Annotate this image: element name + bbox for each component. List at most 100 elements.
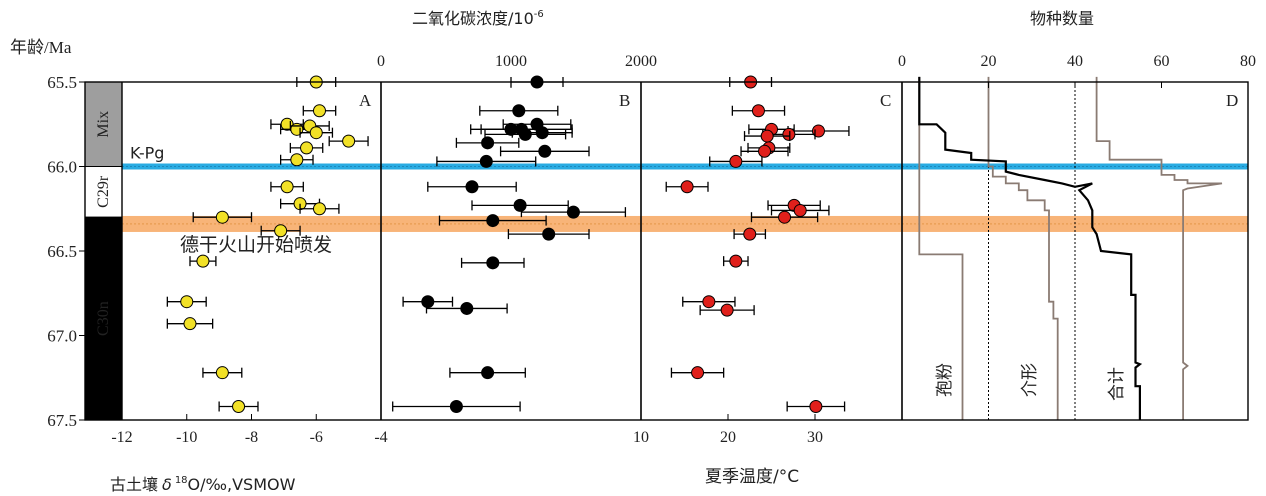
data-point-c-2 [787, 124, 850, 138]
magnetostratigraphy-column: Mix C29r C30n [84, 81, 123, 421]
marker [566, 205, 580, 219]
panel-b-xlabel-main: 二氧化碳浓度/10 [412, 9, 534, 28]
series-label-1: 介形 [1020, 363, 1040, 397]
series-label-2: 合计 [1107, 367, 1127, 401]
data-point-a-12 [192, 210, 253, 224]
marker [702, 295, 716, 309]
data-point-b-11 [471, 198, 569, 212]
marker [215, 366, 229, 380]
series-line-0 [918, 76, 964, 420]
panel-d-xlabel: 物种数量 [1030, 9, 1094, 28]
data-point-c-16 [699, 303, 755, 317]
series-line-3 [1095, 76, 1223, 420]
strat-zone-0 [84, 81, 123, 167]
marker [793, 203, 807, 217]
strat-label-1: C29r [95, 175, 112, 208]
marker [486, 214, 500, 228]
panel-d-tick-label-2: 40 [1067, 53, 1083, 70]
panel-b-xlabel: 二氧化碳浓度/10-6 [412, 9, 544, 28]
data-point-a-13 [260, 224, 301, 238]
data-point-a-1 [302, 104, 337, 118]
strat-label-2: C30n [95, 301, 112, 336]
panel-d-tick-label-4: 80 [1240, 53, 1256, 70]
panel-c-tick-label-0: 10 [633, 429, 649, 446]
data-point-a-11 [299, 202, 340, 216]
marker [729, 154, 743, 168]
marker [290, 122, 304, 136]
marker [449, 399, 463, 413]
data-point-a-18 [218, 399, 259, 413]
panel-a: A [166, 75, 372, 413]
panel-a-tick-label-4: -4 [374, 429, 387, 446]
kpg-label: K-Pg [130, 144, 164, 163]
age-tick-label-1: 66.0 [47, 158, 77, 177]
data-point-c-13 [733, 227, 767, 241]
marker [512, 104, 526, 118]
panel-a-tick-label-2: -8 [245, 429, 258, 446]
panel-letter-b: B [619, 91, 630, 110]
age-tick-label-4: 67.5 [47, 411, 77, 430]
marker [196, 254, 210, 268]
marker [778, 210, 792, 224]
marker [460, 301, 474, 315]
data-point-c-8 [709, 154, 763, 168]
marker [479, 154, 493, 168]
marker [290, 153, 304, 167]
data-point-b-12 [520, 205, 627, 219]
data-panels: A B C D 孢粉 介形 合计 [166, 75, 1238, 420]
panel-d-tick-label-1: 20 [981, 53, 997, 70]
panel-a-xlabel-rest: O/‰,VSMOW [188, 475, 296, 494]
marker [215, 210, 229, 224]
panel-a-xlabel-main: 古土壤 [110, 475, 158, 494]
event-bands: K-Pg 德干火山开始喷发 [122, 144, 1248, 256]
data-point-a-9 [270, 180, 304, 194]
panel-a-xlabel: 古土壤 δ 18O/‰,VSMOW [110, 475, 296, 494]
panel-c-tick-label-2: 30 [807, 429, 823, 446]
panel-letter-d: D [1226, 91, 1238, 110]
panel-b-tick-label-1: 1000 [495, 53, 527, 70]
marker [274, 224, 288, 238]
data-point-c-14 [723, 254, 749, 268]
series-line-1 [987, 76, 1059, 420]
marker [180, 295, 194, 309]
data-point-c-10 [767, 198, 821, 212]
data-point-a-15 [166, 295, 207, 309]
kpg-band [122, 163, 1248, 170]
data-point-c-18 [786, 399, 846, 413]
marker [751, 104, 765, 118]
data-point-b-7 [455, 136, 520, 150]
marker [680, 180, 694, 194]
volcanism-band [122, 215, 1248, 232]
series-label-0: 孢粉 [935, 363, 955, 397]
data-point-b-1 [479, 104, 559, 118]
panel-d-tick-label-0: 0 [898, 53, 906, 70]
age-axis-label: 年龄/Ma [10, 38, 72, 57]
data-point-c-11 [770, 203, 830, 217]
marker [720, 303, 734, 317]
volcanism-label: 德干火山开始喷发 [180, 234, 332, 256]
marker [481, 366, 495, 380]
panel-c-xlabel: 夏季温度/°C [705, 467, 799, 487]
data-point-b-16 [402, 295, 454, 309]
panel-a-tick-label-3: -6 [310, 429, 323, 446]
data-point-c-17 [670, 366, 725, 380]
marker [232, 399, 246, 413]
panel-a-xlabel-sup: 18 [175, 475, 188, 486]
marker [421, 295, 435, 309]
data-point-c-1 [731, 104, 786, 118]
panel-d-tick-label-3: 60 [1154, 53, 1170, 70]
marker [535, 126, 549, 140]
marker [342, 134, 356, 148]
panel-a-tick-label-1: -10 [176, 429, 197, 446]
marker [782, 127, 796, 141]
data-point-b-14 [507, 227, 590, 241]
marker [513, 198, 527, 212]
marker [758, 144, 772, 158]
axes: 65.566.066.567.067.5-12 -10 -8 -6 -40 1000 200… [47, 53, 1256, 446]
data-point-b-13 [438, 214, 547, 228]
strat-label-0: Mix [95, 111, 112, 138]
panel-letter-a: A [359, 91, 372, 110]
marker [486, 256, 500, 270]
data-point-a-16 [166, 317, 214, 331]
